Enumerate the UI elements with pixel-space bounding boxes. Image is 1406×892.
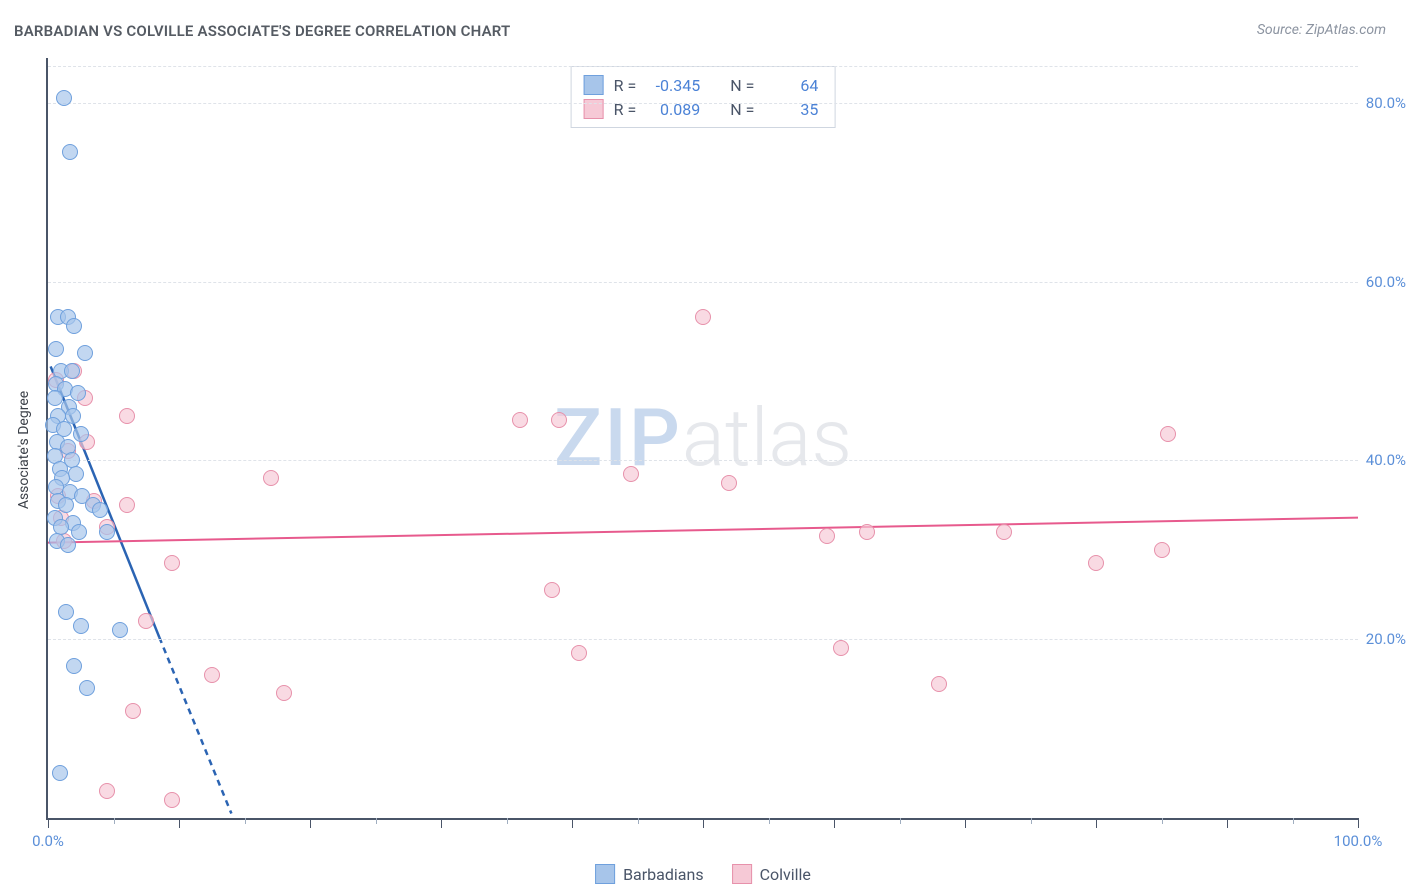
legend-swatch [595,864,615,884]
bottom-legend: Barbadians Colville [595,864,811,884]
data-point [66,318,82,334]
x-tick [1096,818,1097,828]
stat-n-value: 64 [764,76,818,95]
data-point [47,390,63,406]
stats-row: R = -0.345 N = 64 [584,73,819,97]
x-tick [48,818,49,828]
data-point [66,658,82,674]
data-point [48,341,64,357]
data-point [99,783,115,799]
data-point [77,345,93,361]
stats-legend-box: R = -0.345 N = 64 R =0.089N =35 [571,66,836,128]
data-point [1160,426,1176,442]
gridline [48,103,1358,104]
data-point [996,524,1012,540]
data-point [58,604,74,620]
chart-title: BARBADIAN VS COLVILLE ASSOCIATE'S DEGREE… [14,22,510,40]
x-tick-minor [114,818,115,824]
y-axis-label: Associate's Degree [16,391,32,509]
watermark-zip: ZIP [554,391,682,485]
data-point [512,412,528,428]
data-point [62,144,78,160]
legend-item: Barbadians [595,864,704,884]
stat-r-value: -0.345 [646,76,700,95]
x-tick [965,818,966,828]
x-tick [441,818,442,828]
y-tick-label: 40.0% [1366,451,1406,469]
watermark: ZIPatlas [554,391,852,485]
plot-area: ZIPatlas R =-0.345N =64R =0.089N =35 20.… [46,58,1358,820]
y-tick-label: 60.0% [1366,273,1406,291]
legend-label: Barbadians [623,865,704,884]
data-point [119,408,135,424]
x-tick-minor [1293,818,1294,824]
x-tick [179,818,180,828]
legend-swatch [584,75,604,95]
data-point [164,555,180,571]
data-point [125,703,141,719]
data-point [73,426,89,442]
data-point [79,680,95,696]
data-point [931,676,947,692]
data-point [276,685,292,701]
data-point [112,622,128,638]
gridline [48,282,1358,283]
x-tick [703,818,704,828]
data-point [99,524,115,540]
x-tick-minor [900,818,901,824]
x-tick-minor [769,818,770,824]
data-point [859,524,875,540]
y-tick-label: 80.0% [1366,94,1406,112]
x-tick-minor [1162,818,1163,824]
stat-r-label: R = [614,76,637,95]
x-tick-minor [245,818,246,824]
x-tick-minor [638,818,639,824]
watermark-atlas: atlas [682,391,852,485]
x-tick-minor [376,818,377,824]
data-point [52,765,68,781]
data-point [721,475,737,491]
data-point [56,90,72,106]
legend-label: Colville [760,865,811,884]
data-point [60,537,76,553]
data-point [58,497,74,513]
data-point [1088,555,1104,571]
x-tick [310,818,311,828]
data-point [71,524,87,540]
data-point [263,470,279,486]
data-point [138,613,154,629]
gridline [48,66,1358,67]
x-tick-minor [1031,818,1032,824]
x-tick-label: 0.0% [32,832,64,850]
data-point [119,497,135,513]
data-point [623,466,639,482]
stat-n-label: N = [730,76,754,95]
x-tick [834,818,835,828]
data-point [819,528,835,544]
data-point [544,582,560,598]
gridline [48,639,1358,640]
source-label: Source: ZipAtlas.com [1257,22,1386,38]
data-point [571,645,587,661]
data-point [1154,542,1170,558]
x-tick [1358,818,1359,828]
stats-row: R =0.089N =35 [584,97,819,121]
data-point [164,792,180,808]
data-point [551,412,567,428]
gridline [48,460,1358,461]
legend-item: Colville [732,864,811,884]
data-point [92,502,108,518]
legend-swatch [732,864,752,884]
x-tick-minor [507,818,508,824]
x-tick [1227,818,1228,828]
x-tick-label: 100.0% [1334,832,1383,850]
x-tick [572,818,573,828]
data-point [64,363,80,379]
data-point [204,667,220,683]
chart-container: BARBADIAN VS COLVILLE ASSOCIATE'S DEGREE… [0,0,1406,892]
data-point [833,640,849,656]
data-point [695,309,711,325]
y-tick-label: 20.0% [1366,630,1406,648]
data-point [73,618,89,634]
